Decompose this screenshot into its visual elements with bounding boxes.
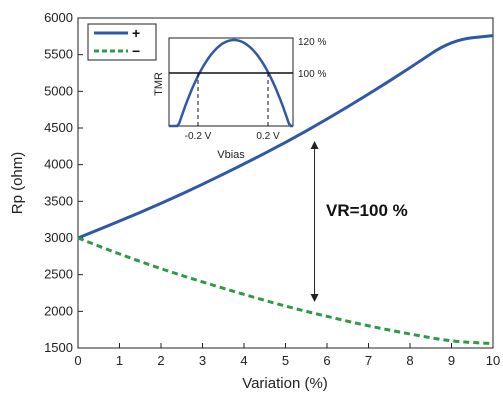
x-tick-label: 1 [116,353,123,368]
y-tick-label: 5500 [44,47,73,62]
x-tick-label: 0 [74,353,81,368]
x-tick-label: 6 [323,353,330,368]
arrow-head-down [310,294,319,302]
x-tick-label: 4 [240,353,247,368]
series-line-plus [77,34,494,240]
y-tick-label: 2500 [44,267,73,282]
inset-tmr-curve [169,38,293,128]
series-line-minus [77,236,494,346]
inset-frame [168,37,294,127]
x-tick-label: 3 [199,353,206,368]
legend-box [87,23,157,61]
x-tick-label: 9 [448,353,455,368]
inset-ytick-120: 120 % [298,37,326,48]
inset-xtick-neg: -0.2 V [185,131,212,142]
y-tick-label: 6000 [44,10,73,25]
vr-annotation: VR=100 % [326,201,408,220]
x-tick-label: 5 [282,353,289,368]
legend: + − [87,23,157,61]
y-tick-label: 1500 [44,340,73,355]
y-tick-label: 4000 [44,157,73,172]
y-tick-label: 3000 [44,230,73,245]
inset-ytick-100: 100 % [298,69,326,80]
x-tick-label: 10 [486,353,500,368]
y-axis-ticks: 1500 2000 2500 3000 3500 4000 4500 5000 5500 6000 [44,10,83,355]
inset-xtick-pos: 0.2 V [256,131,280,142]
y-tick-label: 4500 [44,120,73,135]
series-group [77,34,494,346]
x-axis-ticks: 0 1 2 3 4 5 6 7 8 9 10 [74,343,500,368]
arrow-head-up [310,141,319,149]
y-tick-label: 5000 [44,83,73,98]
x-tick-label: 8 [406,353,413,368]
vr-arrow [310,141,319,302]
y-tick-label: 2000 [44,303,73,318]
inset-x-label: Vbias [217,149,245,161]
inset-y-label: TMR [153,72,165,96]
legend-label-minus: − [132,43,140,59]
x-tick-label: 7 [365,353,372,368]
x-axis-label: Variation (%) [242,375,328,392]
y-tick-label: 3500 [44,193,73,208]
inset-body [169,38,293,128]
y-axis-label: Rp (ohm) [9,152,26,215]
inset-chart: 120 % 100 % -0.2 V 0.2 V Vbias TMR [153,37,326,161]
x-tick-label: 2 [157,353,164,368]
legend-label-plus: + [132,25,140,41]
